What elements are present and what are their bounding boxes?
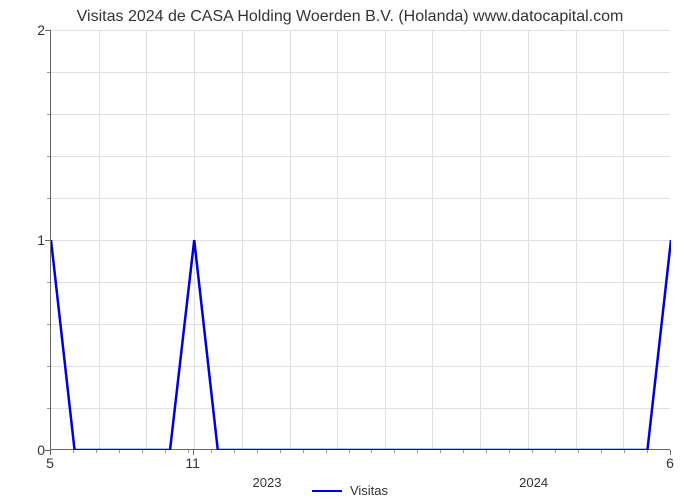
x-axis-tick [193, 450, 194, 455]
x-axis-tick [670, 450, 671, 455]
x-axis-tick-minor [119, 450, 120, 453]
x-axis-tick-minor [96, 450, 97, 453]
y-axis-tick [45, 30, 50, 31]
x-axis-tick-minor [349, 450, 350, 453]
x-axis-tick-minor [257, 450, 258, 453]
x-axis-tick-minor [371, 450, 372, 453]
line-chart-container: Visitas 2024 de CASA Holding Woerden B.V… [0, 0, 700, 500]
x-axis-tick-label: 5 [46, 455, 54, 471]
line-series [51, 30, 671, 450]
y-axis-tick-label: 0 [30, 442, 45, 458]
x-axis-tick-minor [440, 450, 441, 453]
y-axis-tick [45, 240, 50, 241]
x-axis-tick-minor [647, 450, 648, 453]
x-axis-tick-minor [417, 450, 418, 453]
plot-area [50, 30, 670, 450]
x-axis-tick-minor [326, 450, 327, 453]
y-axis-tick-minor [47, 324, 50, 325]
y-axis-tick-label: 2 [30, 22, 45, 38]
x-axis-tick-minor [486, 450, 487, 453]
y-axis-tick-label: 1 [30, 232, 45, 248]
y-axis-tick-minor [47, 72, 50, 73]
legend-label: Visitas [350, 483, 388, 498]
x-axis-tick-minor [234, 450, 235, 453]
y-axis-tick-minor [47, 114, 50, 115]
x-axis-tick-label: 6 [666, 455, 674, 471]
x-axis-tick-minor [211, 450, 212, 453]
x-axis-tick-minor [394, 450, 395, 453]
x-axis-tick-minor [624, 450, 625, 453]
y-axis-tick-minor [47, 366, 50, 367]
x-axis-tick [50, 450, 51, 455]
y-axis-tick-minor [47, 156, 50, 157]
x-axis-tick-minor [142, 450, 143, 453]
x-axis-tick-minor [280, 450, 281, 453]
y-axis-tick-minor [47, 198, 50, 199]
x-axis-tick-minor [601, 450, 602, 453]
x-axis-tick-label: 11 [185, 455, 200, 471]
x-axis-tick-minor [532, 450, 533, 453]
y-axis-tick-minor [47, 408, 50, 409]
x-axis-tick-minor [303, 450, 304, 453]
chart-legend: Visitas [0, 483, 700, 498]
x-axis-tick-minor [578, 450, 579, 453]
x-axis-tick-minor [165, 450, 166, 453]
x-axis-tick-minor [509, 450, 510, 453]
chart-title: Visitas 2024 de CASA Holding Woerden B.V… [0, 8, 700, 26]
x-axis-tick-minor [463, 450, 464, 453]
x-axis-tick-minor [188, 450, 189, 453]
y-axis-tick-minor [47, 282, 50, 283]
x-axis-tick-minor [555, 450, 556, 453]
x-axis-tick-minor [73, 450, 74, 453]
legend-swatch [312, 490, 342, 492]
